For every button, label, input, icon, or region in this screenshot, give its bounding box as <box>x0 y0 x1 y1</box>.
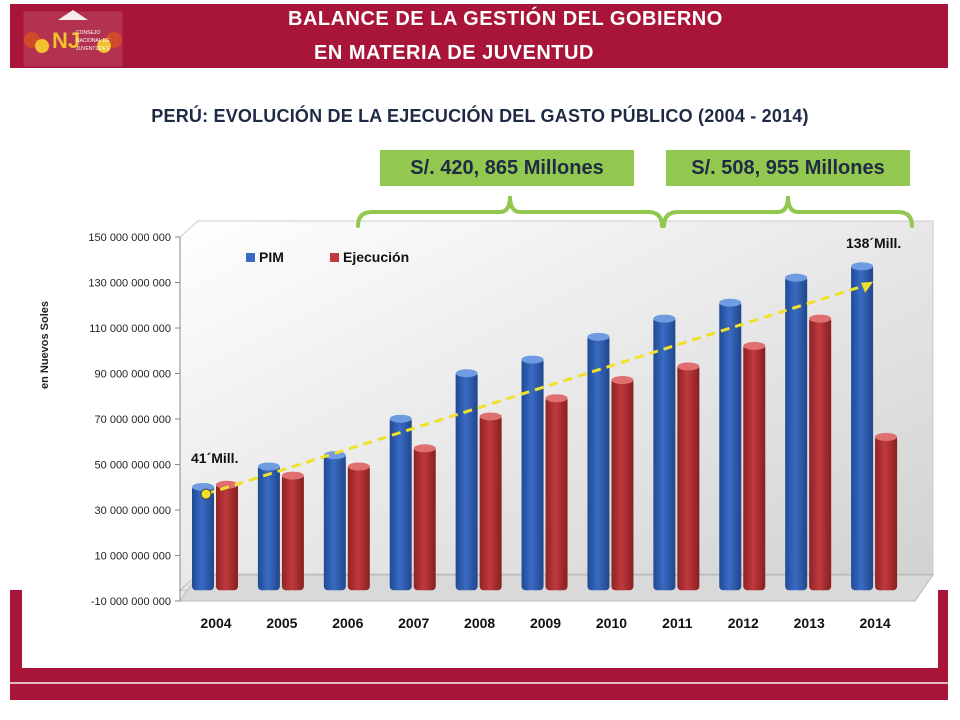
bar-pim <box>521 357 544 591</box>
bar-ejecucion <box>479 414 502 591</box>
chart-title: PERÚ: EVOLUCIÓN DE LA EJECUCIÓN DEL GAST… <box>151 106 809 126</box>
bar-pim-top <box>323 451 346 460</box>
logo-letters: NJ <box>52 28 80 53</box>
bar-ejecucion <box>809 316 832 591</box>
x-tick-label: 2007 <box>398 615 429 631</box>
y-tick-label: 10 000 000 000 <box>95 551 171 563</box>
brace-right <box>662 195 914 228</box>
bar-pim-top <box>257 462 280 471</box>
bar-ejecucion <box>611 378 634 591</box>
bar-pim-top <box>455 369 478 378</box>
bar-ejecucion-top <box>677 362 700 371</box>
bar-ejecucion-top <box>875 432 898 441</box>
brace-left <box>356 195 664 228</box>
bar-pim <box>323 453 346 591</box>
y-tick-label: 130 000 000 000 <box>88 278 171 290</box>
trend-arrowhead <box>861 281 874 293</box>
bar-pim <box>455 371 478 591</box>
bar-ejecucion <box>545 396 568 591</box>
y-tick-label: -10 000 000 000 <box>91 596 171 608</box>
side-band-right <box>938 590 948 670</box>
callout-right: S/. 508, 955 Millones <box>666 150 910 186</box>
bar-ejecucion-top <box>216 480 238 489</box>
bar-pim-top <box>521 355 544 364</box>
bar-ejecucion-top <box>545 394 568 403</box>
y-tick-label: 50 000 000 000 <box>95 460 171 472</box>
bar-pim <box>587 334 610 591</box>
logo-text-1: CONSEJO <box>76 30 100 36</box>
legend-swatch <box>246 253 255 262</box>
bar-ejecucion-top <box>743 341 766 350</box>
logo-text-2: NACIONAL DE <box>76 38 110 44</box>
y-tick-label: 150 000 000 000 <box>88 232 171 244</box>
legend-swatch <box>330 253 339 262</box>
bar-ejecucion <box>413 446 436 591</box>
header-banner: NJ CONSEJO NACIONAL DE JUVENTUDES BALANC… <box>0 0 960 92</box>
bar-pim <box>785 275 808 591</box>
bar-pim-top <box>587 332 610 341</box>
side-band-left <box>10 590 22 670</box>
y-axis-label: en Nuevos Soles <box>39 301 51 389</box>
bar-pim-top <box>653 314 676 323</box>
bar-ejecucion-top <box>281 471 304 480</box>
bar-pim-top <box>719 298 742 307</box>
bar-pim <box>257 464 280 591</box>
bar-pim <box>719 300 742 591</box>
bar-ejecucion <box>677 364 700 591</box>
bar-chart: -10 000 000 000 10 000 000 000 30 000 000 … <box>39 195 935 631</box>
conajuv-logo: NJ CONSEJO NACIONAL DE JUVENTUDES <box>23 10 123 67</box>
bar-pim <box>192 484 214 591</box>
bar-ejecucion-top <box>809 314 832 323</box>
legend-label: PIM <box>259 249 284 265</box>
y-tick-label: 90 000 000 000 <box>95 369 171 381</box>
y-tick-label: 110 000 000 000 <box>89 323 171 335</box>
bar-pim <box>653 316 676 591</box>
bar-ejecucion-top <box>479 412 502 421</box>
bar-ejecucion-top <box>413 444 436 453</box>
x-tick-label: 2004 <box>200 615 231 631</box>
y-tick-label: 30 000 000 000 <box>95 505 171 517</box>
x-tick-label: 2014 <box>860 615 891 631</box>
x-tick-label: 2009 <box>530 615 561 631</box>
x-tick-label: 2010 <box>596 615 627 631</box>
bar-ejecucion <box>216 482 238 591</box>
bar-ejecucion-top <box>611 376 634 385</box>
x-tick-label: 2011 <box>662 615 693 631</box>
bar-pim-top <box>389 414 412 423</box>
bar-pim-top <box>192 482 214 491</box>
annotation-2014: 138´Mill. <box>846 235 901 251</box>
legend-label: Ejecución <box>343 249 409 265</box>
bar-ejecucion <box>875 434 898 591</box>
bar-ejecucion <box>347 464 370 591</box>
callout-left: S/. 420, 865 Millones <box>380 150 634 186</box>
x-tick-label: 2008 <box>464 615 495 631</box>
x-tick-label: 2012 <box>728 615 759 631</box>
annotation-2004: 41´Mill. <box>191 450 238 466</box>
header-strip <box>10 68 948 90</box>
y-tick-label: 70 000 000 000 <box>95 414 171 426</box>
trend-line <box>205 283 868 496</box>
bar-pim-top <box>785 273 808 282</box>
x-tick-label: 2006 <box>332 615 363 631</box>
bar-ejecucion-top <box>347 462 370 471</box>
bar-pim <box>389 416 412 591</box>
header-title-line2: EN MATERIA DE JUVENTUD <box>314 42 594 64</box>
bar-pim <box>851 264 874 591</box>
bar-ejecucion <box>743 343 766 591</box>
logo-text-3: JUVENTUDES <box>76 46 110 52</box>
footer-band <box>10 668 948 700</box>
bar-ejecucion <box>281 473 304 591</box>
footer-line <box>10 682 948 684</box>
bar-pim-top <box>851 262 874 271</box>
header-title-line1: BALANCE DE LA GESTIÓN DEL GOBIERNO <box>288 8 723 30</box>
x-tick-label: 2005 <box>266 615 297 631</box>
trend-start-dot <box>200 488 212 500</box>
x-tick-label: 2013 <box>794 615 825 631</box>
